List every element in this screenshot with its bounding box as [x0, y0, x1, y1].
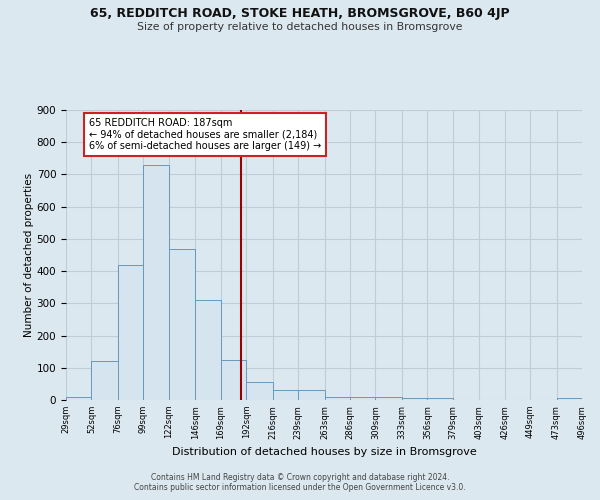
Bar	[66, 397, 91, 400]
Bar	[376, 397, 402, 400]
Bar	[298, 390, 325, 400]
Bar	[118, 264, 143, 400]
Bar	[325, 397, 350, 400]
Text: 65 REDDITCH ROAD: 187sqm
← 94% of detached houses are smaller (2,184)
6% of semi: 65 REDDITCH ROAD: 187sqm ← 94% of detach…	[89, 118, 322, 152]
Bar	[350, 397, 376, 400]
Text: Contains HM Land Registry data © Crown copyright and database right 2024.
Contai: Contains HM Land Registry data © Crown c…	[134, 473, 466, 492]
Bar	[91, 362, 118, 400]
Bar	[169, 248, 195, 400]
Bar	[143, 165, 169, 400]
Bar	[402, 398, 427, 400]
Bar	[195, 300, 221, 400]
Y-axis label: Number of detached properties: Number of detached properties	[24, 173, 34, 337]
Text: Size of property relative to detached houses in Bromsgrove: Size of property relative to detached ho…	[137, 22, 463, 32]
Bar	[427, 398, 453, 400]
Bar	[246, 382, 272, 400]
Text: 65, REDDITCH ROAD, STOKE HEATH, BROMSGROVE, B60 4JP: 65, REDDITCH ROAD, STOKE HEATH, BROMSGRO…	[90, 8, 510, 20]
Bar	[272, 390, 298, 400]
X-axis label: Distribution of detached houses by size in Bromsgrove: Distribution of detached houses by size …	[172, 447, 476, 457]
Bar	[557, 398, 582, 400]
Bar	[221, 360, 246, 400]
